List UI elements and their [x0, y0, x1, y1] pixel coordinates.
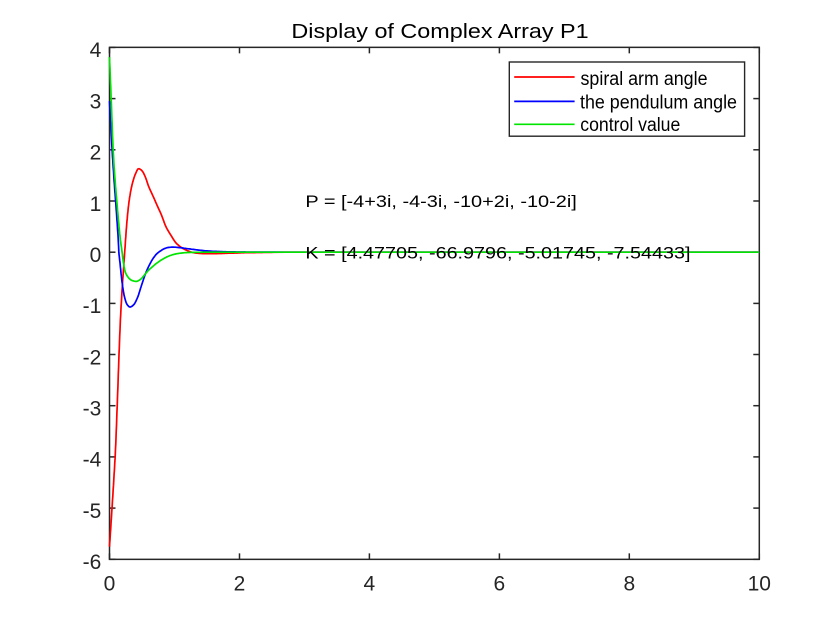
svg-text:-6: -6 — [83, 551, 102, 574]
svg-text:P = [-4+3i, -4-3i, -10+2i, -10: P = [-4+3i, -4-3i, -10+2i, -10-2i] — [305, 192, 576, 211]
svg-text:6: 6 — [494, 573, 506, 596]
svg-text:0: 0 — [90, 244, 102, 267]
svg-text:1: 1 — [90, 193, 102, 216]
svg-text:10: 10 — [748, 573, 771, 596]
svg-text:-4: -4 — [83, 449, 102, 472]
svg-text:-2: -2 — [83, 346, 102, 369]
svg-text:4: 4 — [90, 39, 102, 62]
svg-text:-3: -3 — [83, 398, 102, 421]
svg-text:-5: -5 — [83, 500, 102, 523]
svg-text:4: 4 — [364, 573, 376, 596]
svg-text:control value: control value — [580, 115, 680, 136]
svg-text:3: 3 — [90, 90, 102, 113]
svg-text:spiral arm angle: spiral arm angle — [581, 69, 708, 90]
svg-text:the pendulum angle: the pendulum angle — [580, 92, 737, 113]
svg-text:-1: -1 — [83, 295, 102, 318]
svg-text:8: 8 — [623, 573, 635, 596]
svg-text:2: 2 — [234, 573, 246, 596]
svg-text:2: 2 — [90, 142, 102, 165]
svg-text:Display of Complex Array P1: Display of Complex Array P1 — [291, 21, 588, 43]
svg-text:0: 0 — [104, 573, 116, 596]
svg-text:K = [4.47705, -66.9796, -5.017: K = [4.47705, -66.9796, -5.01745, -7.544… — [305, 244, 690, 263]
